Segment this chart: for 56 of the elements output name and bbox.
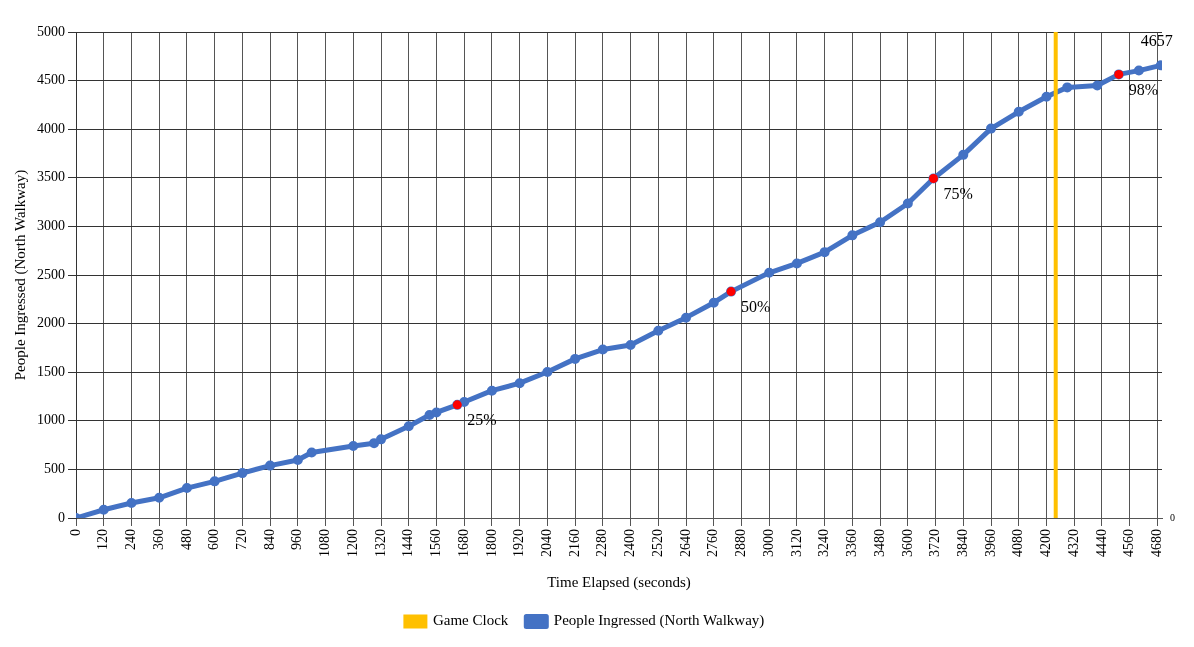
y-tick-label: 1000 (37, 412, 65, 428)
x-tick-label: 840 (261, 529, 277, 550)
x-tick-label: 4200 (1038, 529, 1054, 557)
x-tick-label: 3240 (816, 529, 832, 557)
x-tick-label: 3480 (871, 529, 887, 557)
x-tick-label: 1440 (400, 529, 416, 557)
x-tick-label: 480 (178, 529, 194, 550)
x-tick-label: 3960 (982, 529, 998, 557)
y-tick-label: 4000 (37, 120, 65, 136)
y-tick-label: 500 (44, 461, 65, 477)
x-tick-label: 1560 (428, 529, 444, 557)
y-tick-label: 3000 (37, 218, 65, 234)
x-tick-label: 960 (289, 529, 305, 550)
y-tick-label: 3500 (37, 169, 65, 185)
x-tick-label: 2280 (594, 529, 610, 557)
x-tick-label: 2760 (705, 529, 721, 557)
x-tick-label: 2640 (677, 529, 693, 557)
x-tick-label: 240 (123, 529, 139, 550)
x-tick-label: 120 (95, 529, 111, 550)
x-tick-label: 3120 (788, 529, 804, 557)
x-tick-label: 4680 (1149, 529, 1165, 557)
x-tick-label: 3000 (760, 529, 776, 557)
x-tick-label: 2160 (566, 529, 582, 557)
x-tick-label: 2400 (622, 529, 638, 557)
y-axis-title: People Ingressed (North Walkway) (11, 169, 29, 381)
x-tick-label: 1320 (372, 529, 388, 557)
y-tick-label: 4500 (37, 72, 65, 88)
y-tick-label: 0 (58, 509, 65, 525)
x-tick-label: 720 (234, 529, 250, 550)
x-axis-title: Time Elapsed (seconds) (547, 573, 691, 591)
x-tick-label: 1800 (483, 529, 499, 557)
legend-label: People Ingressed (North Walkway) (553, 612, 765, 630)
legend-label: Game Clock (432, 612, 509, 629)
x-tick-label: 2520 (649, 529, 665, 557)
x-tick-label: 2040 (539, 529, 555, 557)
x-tick-label: 0 (67, 529, 83, 536)
x-tick-label: 3840 (954, 529, 970, 557)
x-tick-label: 3720 (927, 529, 943, 557)
x-tick-label: 600 (206, 529, 222, 550)
x-tick-label: 4080 (1010, 529, 1026, 557)
x-tick-label: 3600 (899, 529, 915, 557)
x-tick-label: 1200 (344, 529, 360, 557)
x-tick-label: 1920 (511, 529, 527, 557)
text: 0 (1170, 511, 1175, 523)
y-tick-label: 2000 (37, 315, 65, 331)
y-tick-label: 5000 (37, 23, 65, 39)
x-tick-label: 4320 (1065, 529, 1081, 557)
x-tick-label: 360 (150, 529, 166, 550)
x-tick-label: 3360 (844, 529, 860, 557)
x-tick-label: 1680 (455, 529, 471, 557)
y-tick-label: 1500 (37, 363, 65, 379)
y-tick-label: 2500 (37, 266, 65, 282)
x-tick-label: 4560 (1121, 529, 1137, 557)
x-tick-label: 4440 (1093, 529, 1109, 557)
x-tick-label: 2880 (733, 529, 749, 557)
x-tick-label: 1080 (317, 529, 333, 557)
